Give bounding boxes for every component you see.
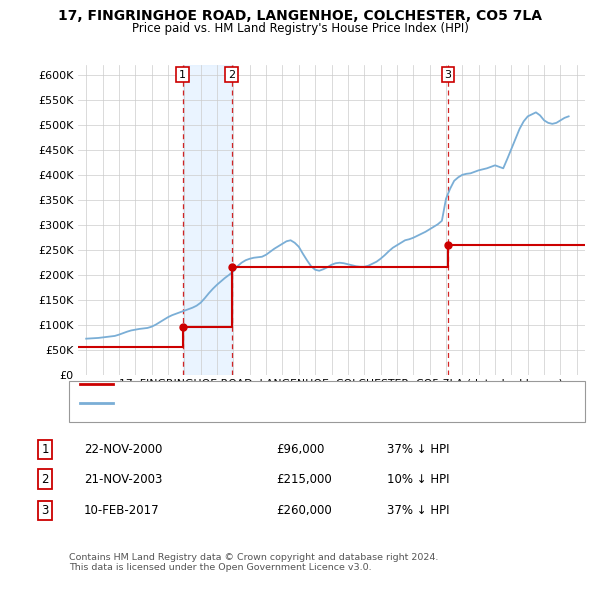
Text: 1: 1 <box>41 443 49 456</box>
Text: 22-NOV-2000: 22-NOV-2000 <box>84 443 163 456</box>
Bar <box>182 65 232 375</box>
Text: 21-NOV-2003: 21-NOV-2003 <box>84 473 163 486</box>
Text: This data is licensed under the Open Government Licence v3.0.: This data is licensed under the Open Gov… <box>69 563 371 572</box>
Text: 2: 2 <box>41 473 49 486</box>
Text: 10% ↓ HPI: 10% ↓ HPI <box>387 473 449 486</box>
Text: 17, FINGRINGHOE ROAD, LANGENHOE, COLCHESTER, CO5 7LA (detached house): 17, FINGRINGHOE ROAD, LANGENHOE, COLCHES… <box>119 379 563 388</box>
Text: HPI: Average price, detached house, Colchester: HPI: Average price, detached house, Colc… <box>119 398 379 408</box>
Text: 2: 2 <box>228 70 235 80</box>
Text: Contains HM Land Registry data © Crown copyright and database right 2024.: Contains HM Land Registry data © Crown c… <box>69 553 439 562</box>
Text: 37% ↓ HPI: 37% ↓ HPI <box>387 504 449 517</box>
Text: Price paid vs. HM Land Registry's House Price Index (HPI): Price paid vs. HM Land Registry's House … <box>131 22 469 35</box>
Text: 1: 1 <box>179 70 186 80</box>
Text: £215,000: £215,000 <box>276 473 332 486</box>
Text: 37% ↓ HPI: 37% ↓ HPI <box>387 443 449 456</box>
Text: £260,000: £260,000 <box>276 504 332 517</box>
Text: £96,000: £96,000 <box>276 443 325 456</box>
Text: 3: 3 <box>444 70 451 80</box>
Text: 10-FEB-2017: 10-FEB-2017 <box>84 504 160 517</box>
Text: 3: 3 <box>41 504 49 517</box>
Text: 17, FINGRINGHOE ROAD, LANGENHOE, COLCHESTER, CO5 7LA: 17, FINGRINGHOE ROAD, LANGENHOE, COLCHES… <box>58 9 542 23</box>
